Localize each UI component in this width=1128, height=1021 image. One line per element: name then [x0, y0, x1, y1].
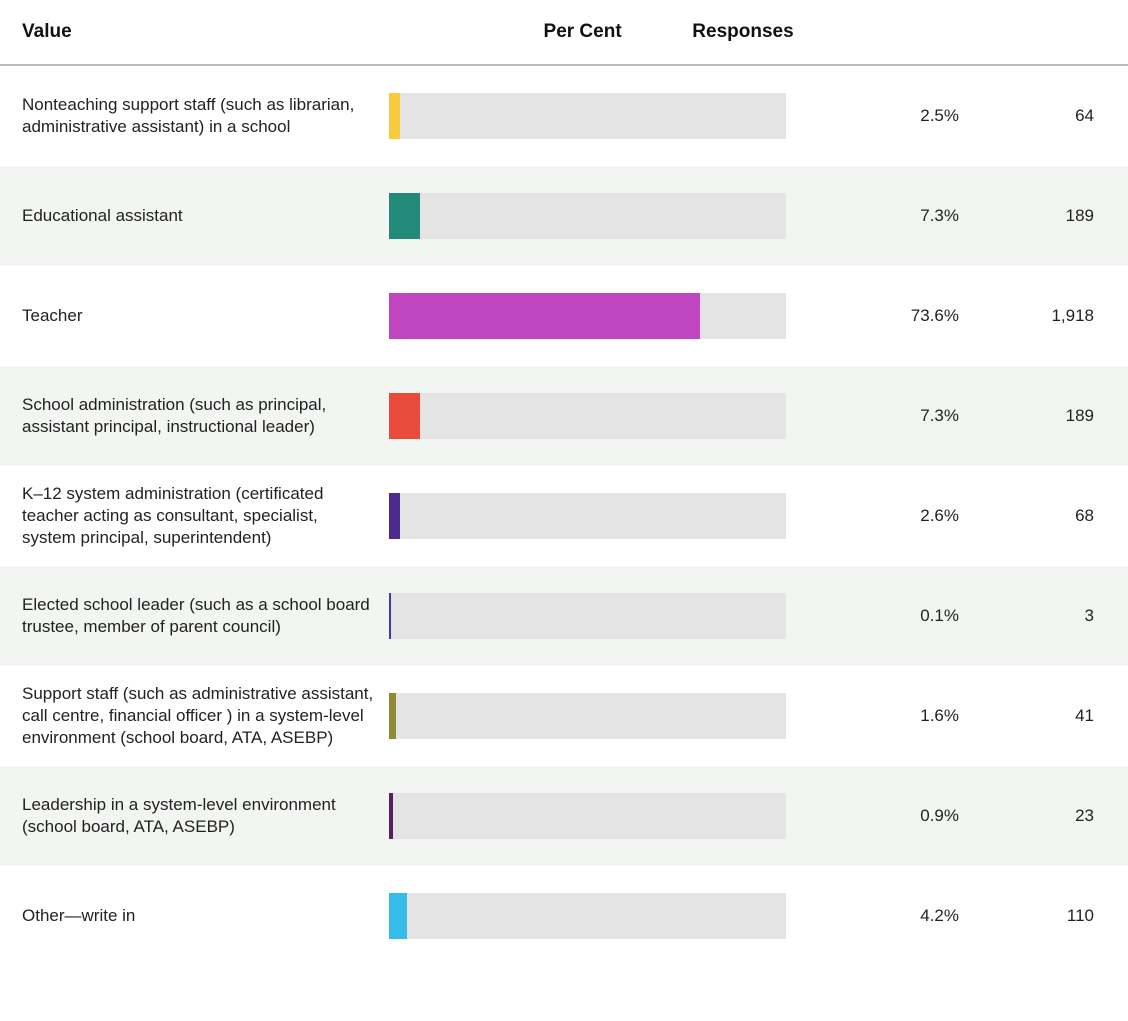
responses-label: 64: [1075, 106, 1094, 125]
percent-label: 1.6%: [920, 706, 959, 725]
bar: [389, 393, 420, 439]
bar: [389, 493, 400, 539]
table-row: Leadership in a system-level environment…: [0, 766, 1128, 866]
bar: [389, 93, 400, 139]
value-label: Other—write in: [22, 906, 136, 925]
results-table: Value Per Cent Responses Nonteaching sup…: [0, 0, 1128, 966]
header-cell: Per Cent: [543, 21, 622, 42]
table-row: Nonteaching support staff (such as libra…: [0, 66, 1128, 166]
table-row: School administration (such as principal…: [0, 366, 1128, 466]
responses-label: 68: [1075, 506, 1094, 525]
value-label: Elected school leader (such as a school …: [22, 595, 370, 636]
bar: [389, 893, 407, 939]
value-label: School administration (such as principal…: [22, 395, 327, 436]
percent-label: 7.3%: [920, 206, 959, 225]
responses-label: 110: [1066, 906, 1094, 925]
header-row: Value Per Cent Responses: [0, 0, 1128, 66]
responses-label: 41: [1075, 706, 1094, 725]
table-row: Support staff (such as administrative as…: [0, 666, 1128, 766]
percent-label: 2.6%: [920, 506, 959, 525]
percent-label: 73.6%: [910, 306, 959, 325]
bar-track: [389, 293, 786, 339]
value-label: K–12 system administration (certificated…: [22, 484, 324, 547]
header-cell: Value: [22, 21, 72, 42]
bar-track: [389, 393, 786, 439]
table-row: Elected school leader (such as a school …: [0, 566, 1128, 666]
value-label: Teacher: [22, 306, 83, 325]
responses-label: 23: [1075, 806, 1094, 825]
percent-label: 2.5%: [920, 106, 959, 125]
table-row: K–12 system administration (certificated…: [0, 466, 1128, 566]
responses-label: 3: [1084, 606, 1094, 625]
bar: [389, 793, 393, 839]
percent-label: 0.1%: [920, 606, 959, 625]
value-label: Leadership in a system-level environment…: [22, 795, 336, 836]
percent-label: 0.9%: [920, 806, 959, 825]
bar: [389, 193, 420, 239]
table-row: Other—write in 4.2% 110: [0, 866, 1128, 966]
bar-track: [389, 793, 786, 839]
responses-label: 189: [1065, 206, 1094, 225]
bar: [389, 593, 391, 639]
table-row: Educational assistant 7.3% 189: [0, 166, 1128, 266]
value-label: Educational assistant: [22, 206, 183, 225]
table-row: Teacher 73.6% 1,918: [0, 266, 1128, 366]
value-label: Support staff (such as administrative as…: [22, 684, 374, 747]
responses-label: 1,918: [1051, 306, 1094, 325]
bar-track: [389, 893, 786, 939]
table-body: Nonteaching support staff (such as libra…: [0, 66, 1128, 966]
percent-label: 4.2%: [920, 906, 959, 925]
header-cell: Responses: [692, 21, 794, 42]
bar-track: [389, 693, 786, 739]
bar-track: [389, 493, 786, 539]
responses-label: 189: [1065, 406, 1094, 425]
percent-label: 7.3%: [920, 406, 959, 425]
bar: [389, 293, 701, 339]
bar-track: [389, 193, 786, 239]
value-label: Nonteaching support staff (such as libra…: [22, 95, 355, 136]
bar: [389, 693, 396, 739]
bar-track: [389, 593, 786, 639]
bar-track: [389, 93, 786, 139]
